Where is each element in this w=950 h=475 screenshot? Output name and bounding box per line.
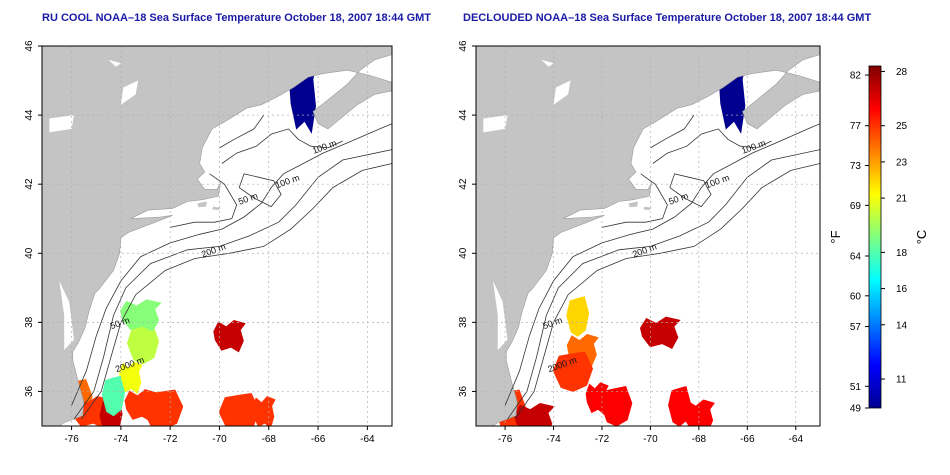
x-tick-label: -66	[311, 434, 326, 445]
island	[628, 201, 639, 208]
fahrenheit-axis-label: °F	[828, 230, 843, 243]
sst-patch	[552, 351, 594, 393]
depth-contour	[507, 149, 820, 420]
lake	[49, 115, 74, 133]
x-tick-label: -68	[692, 434, 707, 445]
y-tick-label: 38	[458, 316, 469, 328]
depth-contour	[504, 123, 820, 406]
celsius-axis-label: °C	[914, 230, 929, 245]
sst-patch	[683, 399, 715, 426]
map-frame	[41, 45, 393, 427]
island	[643, 206, 652, 211]
lake	[120, 80, 139, 105]
celsius-tick-label: 21	[896, 194, 908, 205]
fahrenheit-tick-label: 77	[850, 121, 862, 132]
land	[476, 46, 820, 426]
depth-contour	[219, 114, 265, 149]
sst-patch	[600, 386, 633, 426]
x-tick-label: -76	[64, 434, 79, 445]
y-tick-label: 44	[458, 109, 469, 121]
y-tick-label: 46	[458, 40, 469, 52]
sst-patch	[252, 396, 276, 426]
depth-contour	[81, 163, 392, 420]
depth-contour	[170, 173, 238, 228]
celsius-tick-label: 14	[896, 320, 908, 331]
x-tick-label: -64	[360, 434, 375, 445]
fahrenheit-tick-label: 69	[850, 201, 862, 212]
celsius-tick-label: 11	[896, 375, 907, 386]
celsius-tick-label: 16	[896, 284, 908, 295]
x-tick-label: -66	[740, 434, 755, 445]
x-tick-label: -76	[498, 434, 513, 445]
sst-patch	[213, 320, 246, 353]
fahrenheit-tick-label: 64	[850, 252, 862, 263]
x-tick-label: -70	[212, 434, 227, 445]
fahrenheit-tick-label: 73	[850, 161, 862, 172]
x-tick-label: -74	[546, 434, 561, 445]
depth-contour	[238, 173, 282, 208]
celsius-tick-label: 28	[896, 67, 908, 78]
x-tick-label: -70	[643, 434, 658, 445]
map-frame	[475, 45, 821, 427]
fahrenheit-tick-label: 49	[850, 404, 862, 415]
land	[42, 46, 392, 426]
depth-contour	[652, 128, 772, 164]
sst-patch	[119, 361, 143, 395]
y-tick-label: 40	[24, 247, 35, 259]
lake	[493, 280, 508, 350]
island	[197, 201, 208, 208]
lake	[108, 59, 121, 67]
sst-patch	[639, 316, 681, 349]
sst-patch	[513, 402, 555, 426]
depth-contour	[221, 128, 343, 164]
sst-patch	[142, 389, 184, 426]
lake	[553, 80, 571, 105]
depth-contour	[669, 173, 712, 208]
x-tick-label: -68	[262, 434, 277, 445]
lake	[59, 280, 74, 350]
temperature-colorbar: 82 77 73 69 64 60 57 51 49 28 25 23 21 18 16 14 11 °F °C	[828, 65, 929, 415]
y-tick-label: 46	[24, 40, 35, 52]
y-tick-label: 44	[24, 109, 35, 121]
y-tick-label: 36	[458, 385, 469, 397]
y-tick-label: 36	[24, 385, 35, 397]
depth-contour	[601, 173, 668, 228]
celsius-tick-label: 25	[896, 121, 908, 132]
island	[212, 206, 221, 211]
fahrenheit-tick-label: 57	[850, 322, 862, 333]
x-tick-label: -74	[114, 434, 129, 445]
left-panel-title: RU COOL NOAA–18 Sea Surface Temperature …	[42, 12, 432, 24]
depth-contour	[650, 114, 695, 149]
celsius-tick-label: 23	[896, 157, 908, 168]
y-tick-label: 42	[458, 178, 469, 190]
right-panel-title: DECLOUDED NOAA–18 Sea Surface Temperatur…	[463, 12, 872, 24]
fahrenheit-tick-label: 51	[850, 382, 862, 393]
y-tick-label: 40	[458, 247, 469, 259]
lake	[541, 59, 554, 67]
y-tick-label: 38	[24, 316, 35, 328]
depth-contour	[514, 163, 820, 420]
celsius-tick-label: 18	[896, 248, 908, 259]
sst-patch	[101, 375, 126, 417]
colorbar-gradient	[868, 65, 882, 409]
sst-patch	[120, 299, 162, 332]
fahrenheit-tick-label: 60	[850, 291, 862, 302]
x-tick-label: -64	[789, 434, 804, 445]
x-tick-label: -72	[595, 434, 610, 445]
fahrenheit-tick-label: 82	[850, 71, 862, 82]
lake	[483, 115, 508, 133]
depth-contour	[73, 149, 392, 420]
depth-contour	[71, 123, 392, 406]
sst-patch	[566, 296, 590, 337]
x-tick-label: -72	[163, 434, 178, 445]
y-tick-label: 42	[24, 178, 35, 190]
